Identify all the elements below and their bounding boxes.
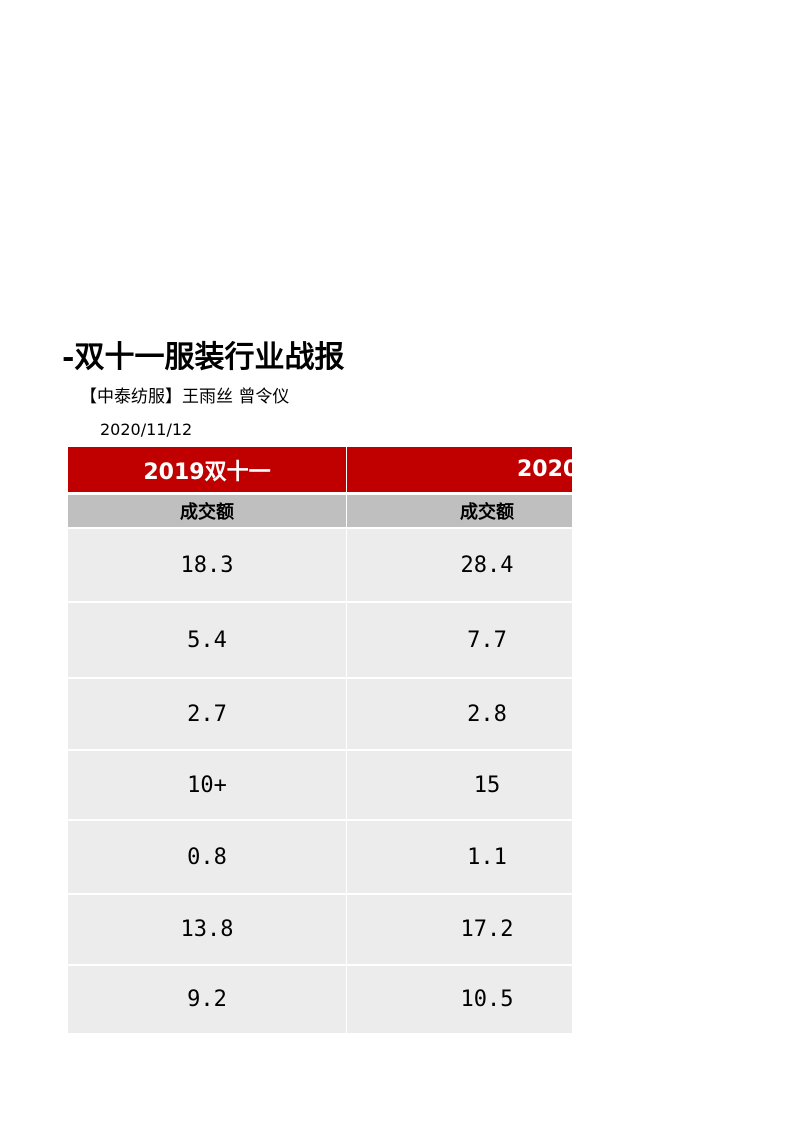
date: 2020/11/12	[100, 420, 193, 439]
table-cell: 2.7	[68, 679, 346, 749]
table-cell: 10.5	[347, 966, 572, 1033]
table-cell: 2.8	[347, 679, 572, 749]
table-cell: 15	[347, 751, 572, 819]
table: 2019双十一 成交额 2020 成交额 18.3 28.4 5.4 7.7 2.7 2.8 10+…	[68, 447, 572, 1033]
column-header: 2020	[347, 447, 572, 492]
title: -双十一服装行业战报	[62, 340, 345, 375]
subheader: 成交额	[68, 495, 346, 527]
column-header: 2019双十一	[68, 447, 346, 492]
table-cell: 10+	[68, 751, 346, 819]
table-cell: 7.7	[347, 603, 572, 677]
table-cell: 1.1	[347, 821, 572, 893]
table-cell: 18.3	[68, 529, 346, 601]
table-cell: 9.2	[68, 966, 346, 1033]
authors: 【中泰纺服】王雨丝 曾令仪	[80, 387, 290, 407]
table-cell: 13.8	[68, 895, 346, 964]
table-cell: 5.4	[68, 603, 346, 677]
table-cell: 28.4	[347, 529, 572, 601]
subheader: 成交额	[347, 495, 572, 527]
table-cell: 17.2	[347, 895, 572, 964]
table-cell: 0.8	[68, 821, 346, 893]
